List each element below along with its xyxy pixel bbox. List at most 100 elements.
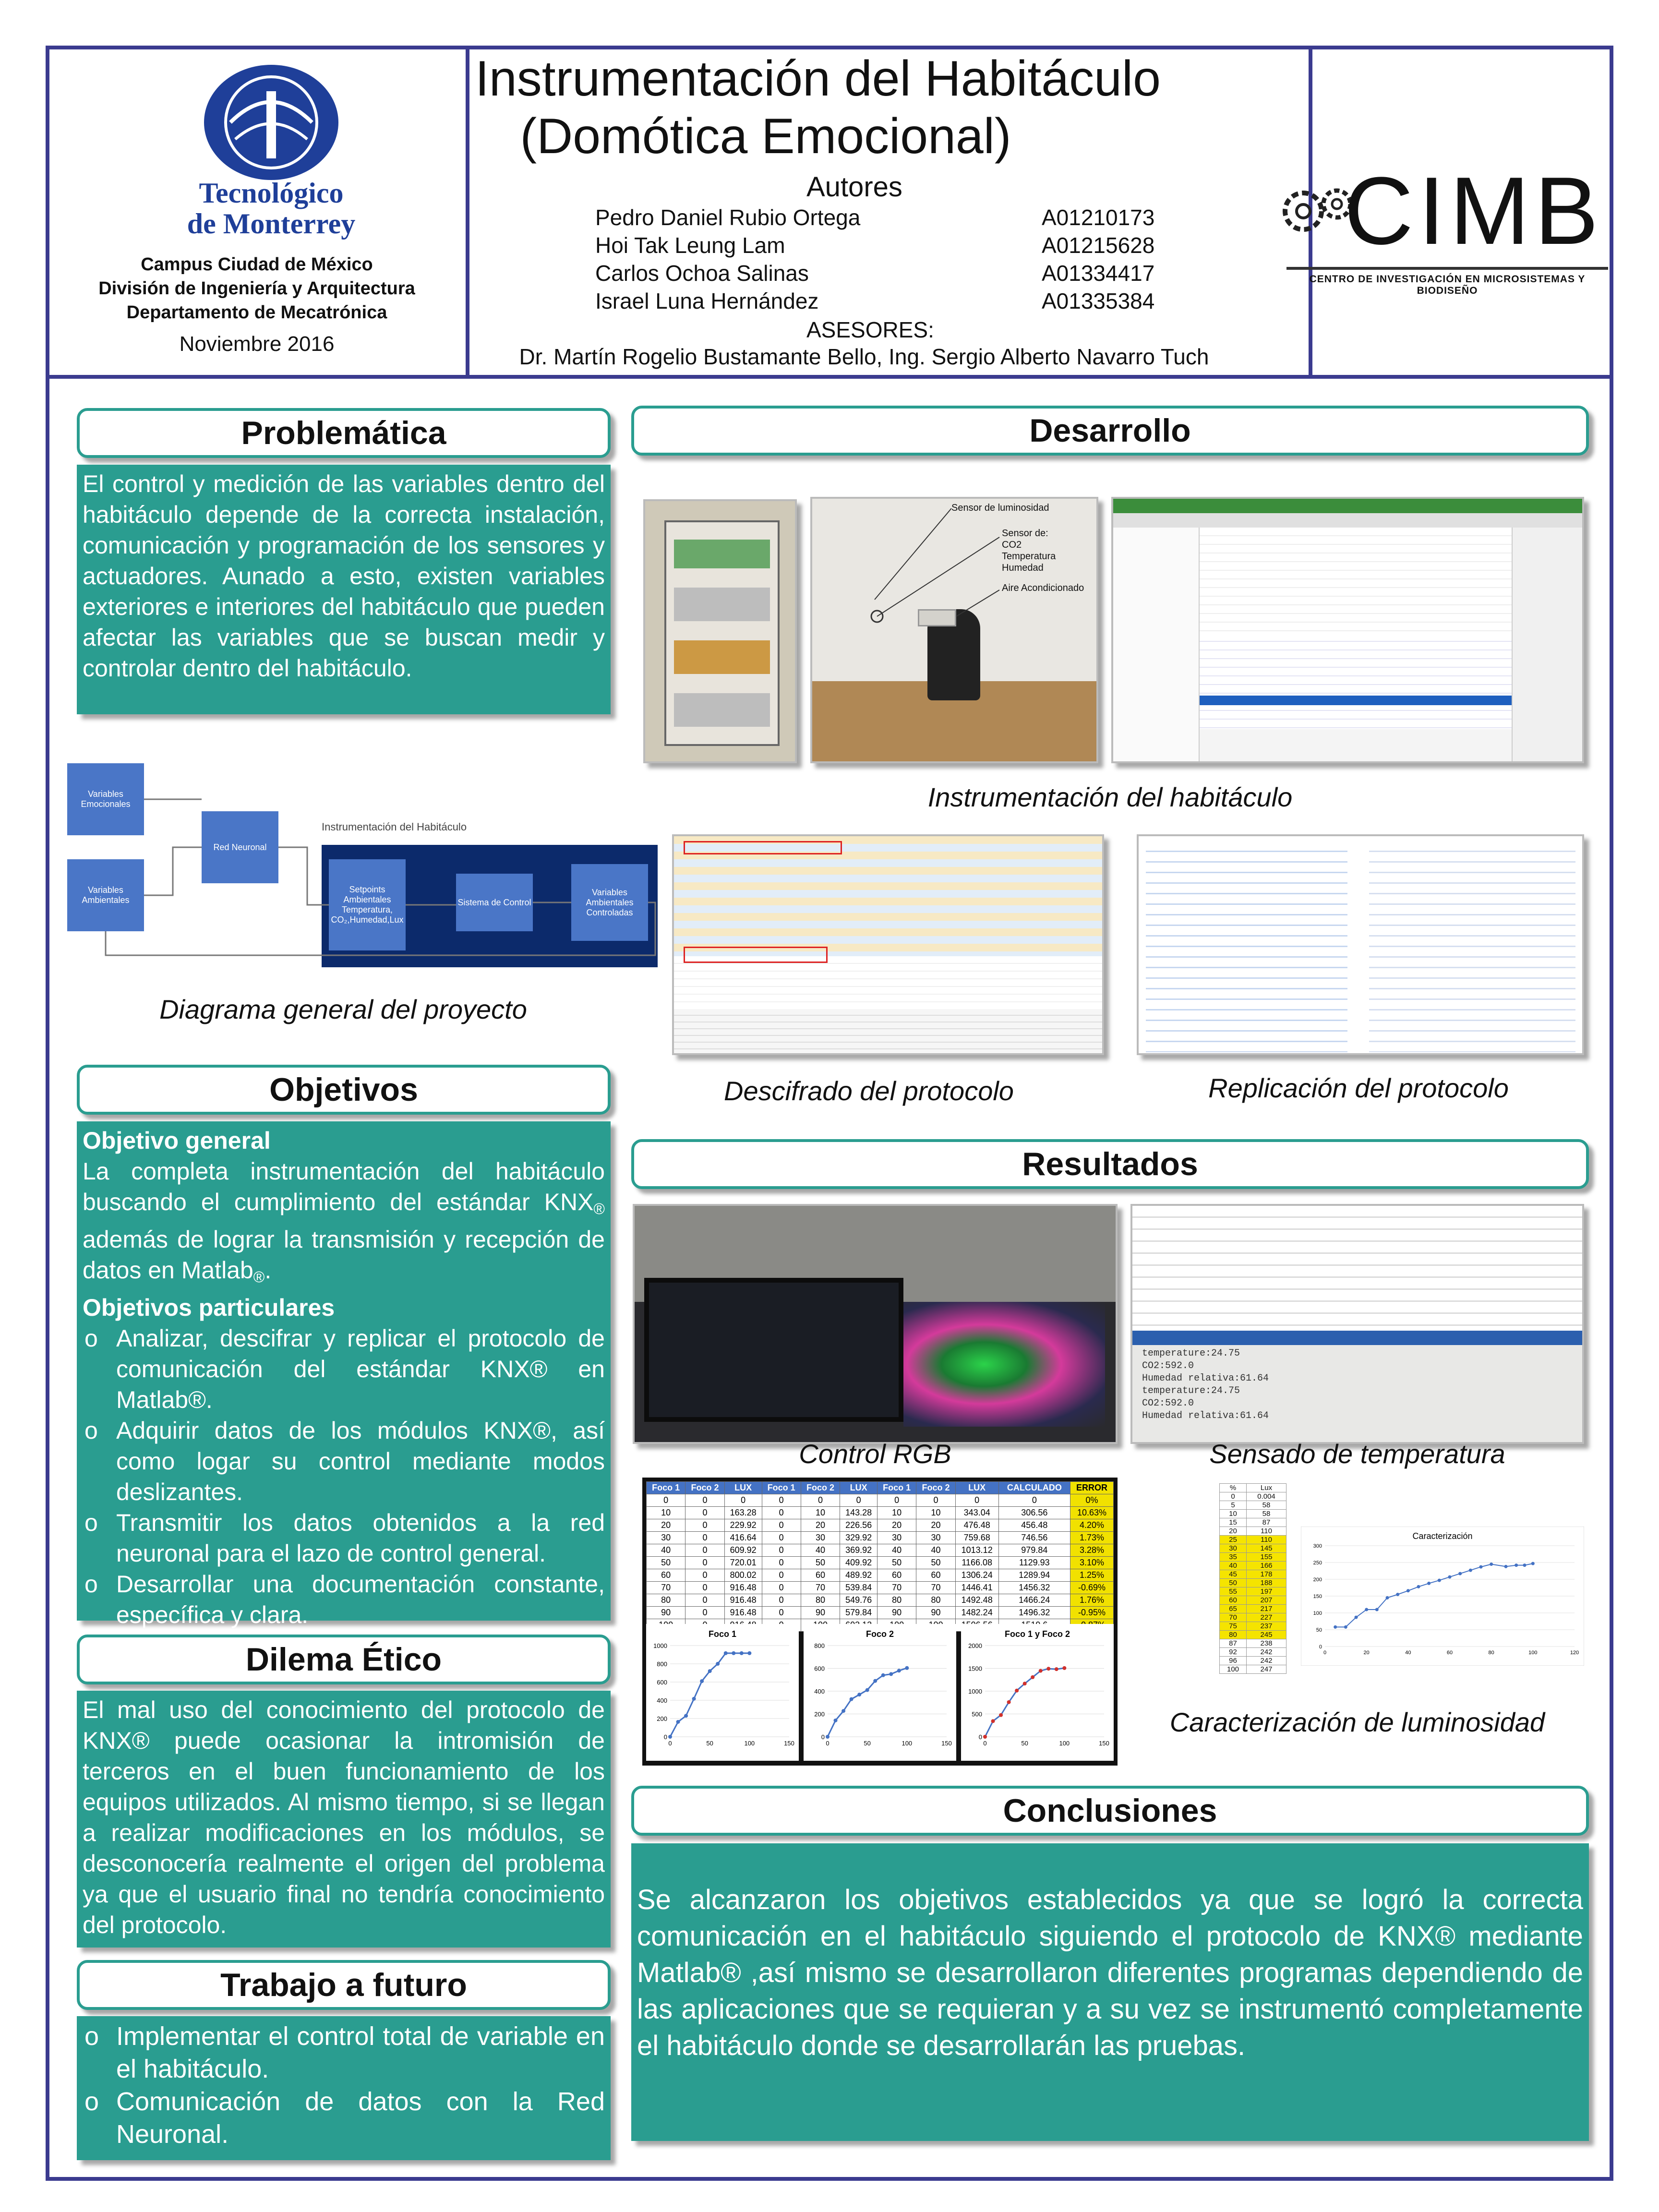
table-cell: 143.28 (840, 1506, 878, 1519)
tick-label: 400 (657, 1697, 667, 1704)
table-cell: 0 (761, 1606, 801, 1619)
table-cell: 1466.24 (998, 1594, 1071, 1607)
data-point (991, 1719, 995, 1723)
data-point (881, 1673, 885, 1677)
table-cell: 40 (646, 1544, 686, 1557)
data-point (833, 1718, 838, 1722)
division: División de Ingeniería y Arquitectura (98, 278, 415, 299)
header-divider (49, 375, 1610, 379)
tick-label: 0 (1319, 1644, 1322, 1650)
table-cell: 70 (1219, 1613, 1247, 1622)
table-cell: 207 (1246, 1596, 1286, 1605)
table-cell: 0 (916, 1494, 956, 1507)
table-cell: 416.64 (724, 1531, 762, 1544)
table-cell: 40 (1219, 1561, 1247, 1570)
table-cell: 58 (1246, 1501, 1286, 1510)
table-header-cell: Foco 1 (877, 1481, 917, 1494)
table-row: 40 0 609.92 0 40 369.92 40 40 1013.12 979.84 3.28% (646, 1544, 1114, 1557)
table-cell: 0 (761, 1494, 801, 1507)
table-row: 10 0 163.28 0 10 143.28 10 10 343.04 306.56 10.63% (646, 1506, 1114, 1519)
tick-label: 600 (814, 1665, 825, 1672)
table-cell: 0 (685, 1581, 725, 1594)
objetivos-particulares-label: Objetivos particulares (83, 1294, 335, 1321)
trabajo-list: Implementar el control total de variable… (83, 2020, 605, 2151)
table-header-cell: LUX (955, 1481, 999, 1494)
data-point (716, 1661, 720, 1666)
table-cell: 1.73% (1070, 1531, 1114, 1544)
label-aire: Aire Acondicionado (1002, 583, 1084, 593)
table-cell: 759.68 (955, 1531, 999, 1544)
table-row: 92 242 (1219, 1647, 1286, 1657)
tick-label: 150 (941, 1740, 952, 1747)
table-cell: 55 (1219, 1587, 1247, 1596)
air-conditioner-shape (918, 609, 956, 626)
temperature-photo: temperature:24.75 CO2:592.0 Humedad relati… (1130, 1204, 1584, 1444)
table-cell: 40 (877, 1544, 917, 1557)
diagram-label: Instrumentación del Habitáculo (322, 821, 467, 833)
table-cell: 329.92 (840, 1531, 878, 1544)
table-cell: 40 (916, 1544, 956, 1557)
data-point (1031, 1675, 1035, 1679)
diagram-box-ambientales: Variables Ambientales (67, 859, 144, 931)
table-cell: 80 (877, 1594, 917, 1607)
table-cell: 100 (1219, 1665, 1247, 1674)
table-cell: 238 (1246, 1639, 1286, 1648)
table-cell: 20 (646, 1519, 686, 1532)
table-cell: 0 (685, 1606, 725, 1619)
table-cell: 10 (916, 1506, 956, 1519)
table-cell: 549.76 (840, 1594, 878, 1607)
lux-table: Foco 1 Foco 2 LUX Foco 1 Foco 2 LUX Foco 1 Foco… (646, 1481, 1114, 1632)
table-cell: 25 (1219, 1535, 1247, 1544)
table-row: 15 87 (1219, 1518, 1286, 1527)
temp-caption: Sensado de temperatura (1209, 1439, 1505, 1469)
table-cell: 979.84 (998, 1544, 1071, 1557)
table-cell: 163.28 (724, 1506, 762, 1519)
table-row: 75 237 (1219, 1622, 1286, 1631)
institution-info: Campus Ciudad de México División de Inge… (53, 252, 461, 325)
dilema-text: El mal uso del conocimiento del protocol… (77, 1691, 611, 1948)
tec-logo-text: Tecnológico de Monterrey (187, 177, 356, 240)
tick-label: 250 (1313, 1560, 1322, 1566)
data-point (1448, 1575, 1452, 1579)
tick-label: 60 (1447, 1650, 1453, 1656)
table-cell: 226.56 (840, 1519, 878, 1532)
date: Noviembre 2016 (179, 332, 335, 356)
department: Departamento de Mecatrónica (126, 302, 387, 323)
table-cell: 0 (1219, 1492, 1247, 1501)
table-cell: 1482.24 (955, 1606, 999, 1619)
table-cell: 45 (1219, 1570, 1247, 1579)
table-cell: 96 (1219, 1656, 1247, 1665)
table-cell: 800.02 (724, 1569, 762, 1582)
table-cell: 0 (761, 1544, 801, 1557)
list-item: Adquirir datos de los módulos KNX®, así … (83, 1415, 605, 1507)
tick-label: 800 (657, 1660, 667, 1668)
table-cell: 35 (1219, 1552, 1247, 1562)
table-row: 0 0.004 (1219, 1492, 1286, 1501)
table-row: 30 145 (1219, 1544, 1286, 1553)
diagram-caption: Diagrama general del proyecto (159, 994, 527, 1024)
table-cell: 0 (800, 1494, 841, 1507)
diagram-box-emocionales: Variables Emocionales (67, 763, 144, 835)
table-cell: 242 (1246, 1647, 1286, 1657)
table-cell: 343.04 (955, 1506, 999, 1519)
table-cell: 409.92 (840, 1556, 878, 1569)
data-point (1531, 1562, 1535, 1565)
wireshark-screenshot (672, 834, 1104, 1055)
objetivos-title: Objetivos (77, 1065, 611, 1115)
matlab-code-screenshot (1137, 834, 1584, 1055)
matlab-output: temperature:24.75 CO2:592.0 Humedad relati… (1142, 1348, 1269, 1421)
table-row: 90 0 916.48 0 90 579.84 90 90 1482.24 1496.32 -0.9… (646, 1606, 1114, 1619)
lum-caption: Caracterización de luminosidad (1169, 1707, 1545, 1737)
dilema-title: Dilema Ético (77, 1635, 611, 1684)
table-cell: 746.56 (998, 1531, 1071, 1544)
table-cell: 227 (1246, 1613, 1286, 1622)
data-point (1515, 1563, 1518, 1567)
data-point (1396, 1593, 1400, 1596)
table-row: 80 0 916.48 0 80 549.76 80 80 1492.48 1466.24 1.76… (646, 1594, 1114, 1607)
tick-label: 50 (706, 1740, 713, 1747)
tick-label: 0 (668, 1740, 672, 1747)
tick-label: 500 (972, 1711, 982, 1718)
poster-title: Instrumentación del Habitáculo (Domótica… (475, 51, 1161, 164)
table-cell: 237 (1246, 1622, 1286, 1631)
table-cell: 1446.41 (955, 1581, 999, 1594)
